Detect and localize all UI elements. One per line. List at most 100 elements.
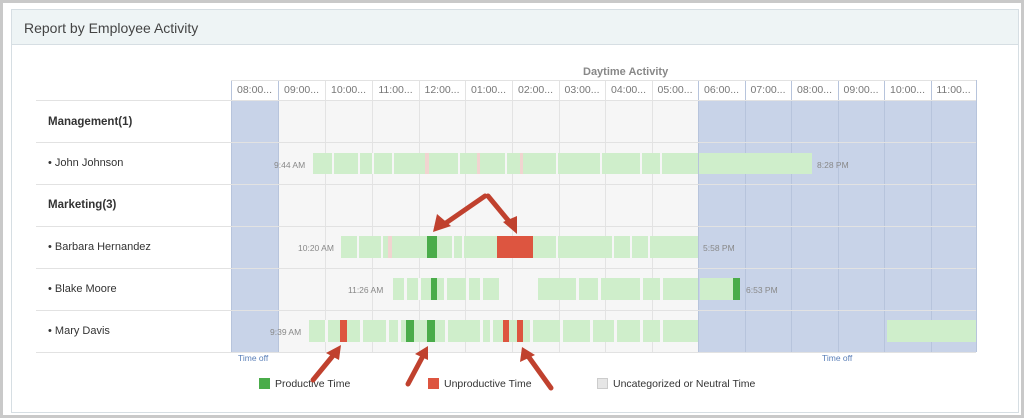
grid-line: [605, 80, 606, 352]
idle-gap: [630, 236, 632, 258]
time-off-band-left: [231, 80, 278, 352]
column-header: 04:00...: [610, 84, 647, 96]
idle-gap: [556, 153, 558, 174]
start-time-label: 10:20 AM: [298, 243, 334, 253]
employee-barbara-hernandez[interactable]: • Barbara Hernandez: [48, 241, 151, 253]
column-header: 06:00...: [703, 84, 740, 96]
idle-gap: [640, 278, 643, 300]
unproductive-swatch: [428, 378, 439, 389]
idle-gap: [360, 320, 363, 342]
unproductive-segment[interactable]: [497, 236, 533, 258]
neutral-segment[interactable]: [887, 320, 976, 342]
neutral-segment[interactable]: [699, 153, 812, 174]
panel-header: Report by Employee Activity: [12, 10, 1018, 45]
workday-band: [278, 80, 698, 352]
panel-title: Report by Employee Activity: [24, 20, 199, 36]
grid-line: [791, 80, 792, 352]
employee-name: Mary Davis: [54, 325, 110, 337]
column-header-bg: [231, 80, 976, 100]
column-header: 01:00...: [470, 84, 507, 96]
idle-gap: [418, 278, 421, 300]
grid-line: [372, 80, 373, 352]
idle-gap: [466, 278, 469, 300]
idle-gap: [392, 153, 394, 174]
idle-gap: [640, 153, 642, 174]
column-header: 09:00...: [283, 84, 320, 96]
unproductive-segment[interactable]: [340, 320, 347, 342]
grid-line: [652, 80, 653, 352]
column-header: 07:00...: [750, 84, 786, 96]
neutral-swatch: [597, 378, 608, 389]
column-header: 08:00...: [796, 84, 833, 96]
arrow-head: [415, 346, 428, 360]
column-header: 10:00...: [889, 84, 926, 96]
productive-segment[interactable]: [431, 278, 437, 300]
grid-line: [838, 80, 839, 352]
idle-gap: [660, 153, 662, 174]
idle-gap: [590, 320, 593, 342]
neutral-segment[interactable]: [388, 236, 392, 258]
idle-gap: [648, 236, 650, 258]
employee-mary-davis[interactable]: • Mary Davis: [48, 325, 110, 337]
employee-name: Barbara Hernandez: [54, 241, 151, 253]
end-time-label: 6:53 PM: [746, 285, 778, 295]
legend-label: Productive Time: [275, 378, 351, 390]
employee-blake-moore[interactable]: • Blake Moore: [48, 283, 117, 295]
arrow-line: [310, 349, 339, 383]
neutral-segment[interactable]: [477, 153, 480, 174]
grid-line: [512, 80, 513, 352]
neutral-segment[interactable]: [425, 153, 429, 174]
arrow-head: [503, 216, 517, 234]
row-divider: [36, 352, 976, 353]
neutral-segment[interactable]: [520, 153, 523, 174]
column-header: 02:00...: [517, 84, 554, 96]
group-marketing: Marketing(3): [48, 199, 117, 211]
time-off-label-right: Time off: [822, 353, 853, 363]
column-header: 10:00...: [330, 84, 367, 96]
arrow-line: [525, 353, 554, 391]
grid-line: [465, 80, 466, 352]
grid-line: [884, 80, 885, 352]
productive-segment[interactable]: [406, 320, 414, 342]
idle-gap: [462, 236, 464, 258]
start-time-label: 11:26 AM: [348, 285, 384, 295]
productive-segment[interactable]: [427, 320, 435, 342]
idle-gap: [490, 320, 493, 342]
arrow-line: [405, 351, 427, 387]
arrow-head: [326, 345, 341, 360]
start-time-label: 9:39 AM: [270, 327, 302, 337]
column-header: 09:00...: [843, 84, 879, 96]
productive-segment[interactable]: [733, 278, 740, 300]
row-divider: [36, 226, 976, 227]
employee-name: John Johnson: [54, 157, 124, 169]
row-divider: [36, 310, 976, 311]
row-divider: [36, 142, 976, 143]
end-time-label: 5:58 PM: [703, 243, 735, 253]
idle-gap: [357, 236, 359, 258]
idle-gap: [372, 153, 374, 174]
idle-gap: [458, 153, 460, 174]
arrow-line: [440, 193, 488, 228]
idle-gap: [480, 278, 483, 300]
daytime-activity-title: Daytime Activity: [583, 66, 669, 78]
arrow-head: [433, 214, 451, 232]
neutral-segment[interactable]: [700, 278, 740, 300]
employee-name: Blake Moore: [54, 283, 117, 295]
end-time-label: 8:28 PM: [817, 160, 849, 170]
idle-gap: [325, 320, 328, 342]
unproductive-segment[interactable]: [503, 320, 509, 342]
column-header: 03:00...: [564, 84, 600, 96]
grid-line: [976, 80, 977, 352]
productive-segment[interactable]: [427, 236, 437, 258]
idle-gap: [381, 236, 383, 258]
row-divider: [36, 100, 976, 101]
grid-line: [559, 80, 560, 352]
column-header: 11:00...: [936, 84, 971, 96]
column-header: 12:00...: [424, 84, 460, 96]
grid-line: [931, 80, 932, 352]
unproductive-segment[interactable]: [517, 320, 523, 342]
grid-line: [698, 80, 699, 352]
idle-gap: [660, 320, 663, 342]
employee-john-johnson[interactable]: • John Johnson: [48, 157, 124, 169]
idle-gap: [444, 278, 447, 300]
